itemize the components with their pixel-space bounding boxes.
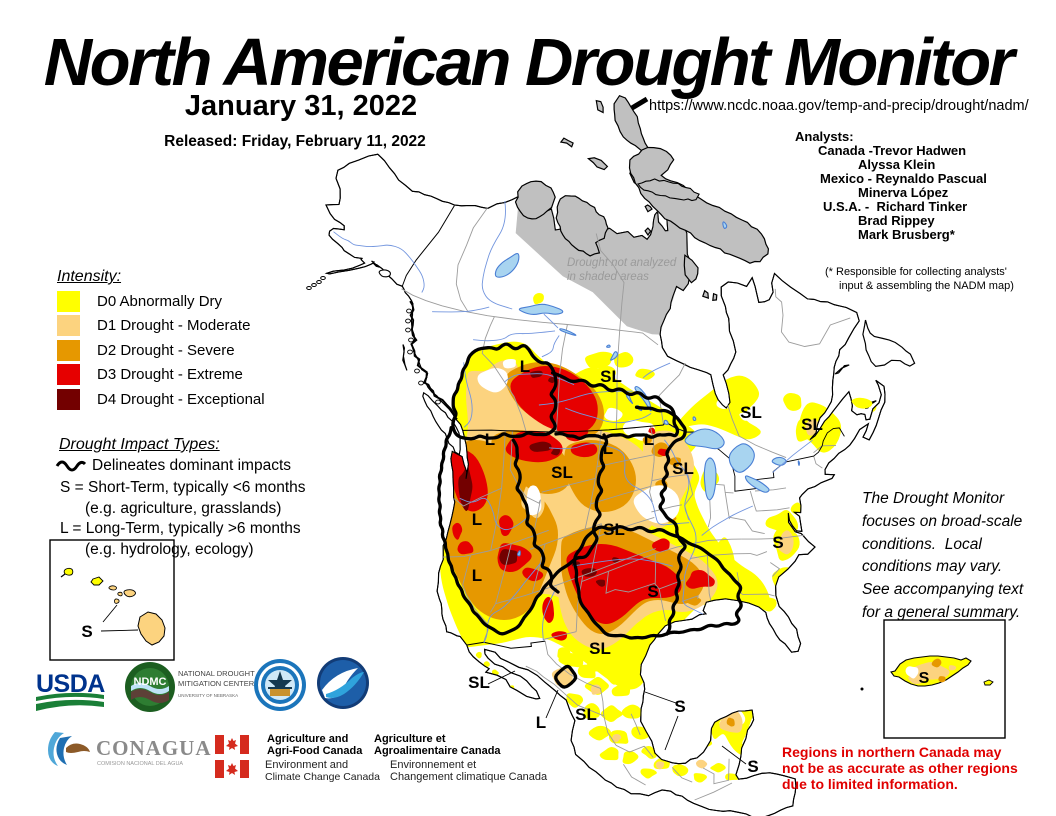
svg-text:Agriculture and: Agriculture and [267,733,348,745]
svg-text:Agroalimentaire Canada: Agroalimentaire Canada [374,745,501,757]
svg-text:CONAGUA: CONAGUA [96,736,212,760]
svg-text:S: S [81,622,92,641]
svg-text:SL: SL [589,639,611,658]
svg-text:S: S [647,582,658,601]
svg-text:NDMC: NDMC [134,676,167,688]
svg-text:SL: SL [672,459,694,478]
svg-text:Climate Change Canada: Climate Change Canada [265,771,380,783]
svg-text:S: S [674,697,685,716]
svg-text:MITIGATION CENTER: MITIGATION CENTER [178,679,255,688]
svg-text:SL: SL [603,520,625,539]
svg-text:Agriculture et: Agriculture et [374,733,446,745]
svg-text:SL: SL [801,415,823,434]
svg-text:S: S [747,757,758,776]
svg-text:L: L [603,439,613,458]
svg-text:L: L [472,566,482,585]
svg-text:SL: SL [551,463,573,482]
svg-text:SL: SL [468,673,490,692]
svg-text:SL: SL [740,403,762,422]
svg-text:Drought not analyzed: Drought not analyzed [567,257,677,269]
svg-text:SL: SL [575,705,597,724]
svg-text:S: S [772,533,783,552]
svg-text:L: L [472,510,482,529]
svg-text:NATIONAL DROUGHT: NATIONAL DROUGHT [178,669,255,678]
svg-text:UNIVERSITY OF NEBRASKA: UNIVERSITY OF NEBRASKA [178,693,238,698]
svg-text:L: L [485,430,495,449]
svg-text:Environnement et: Environnement et [390,759,476,771]
svg-text:L: L [536,713,546,732]
svg-text:L: L [644,430,654,449]
svg-text:in shaded areas: in shaded areas [567,271,649,283]
svg-text:L: L [520,357,530,376]
svg-text:COMISION NACIONAL DEL AGUA: COMISION NACIONAL DEL AGUA [97,761,183,767]
svg-text:SL: SL [600,367,622,386]
svg-text:Environment and: Environment and [265,759,348,771]
svg-text:Changement climatique Canada: Changement climatique Canada [390,771,548,783]
svg-text:Agri-Food Canada: Agri-Food Canada [267,745,363,757]
svg-text:S: S [919,670,930,687]
